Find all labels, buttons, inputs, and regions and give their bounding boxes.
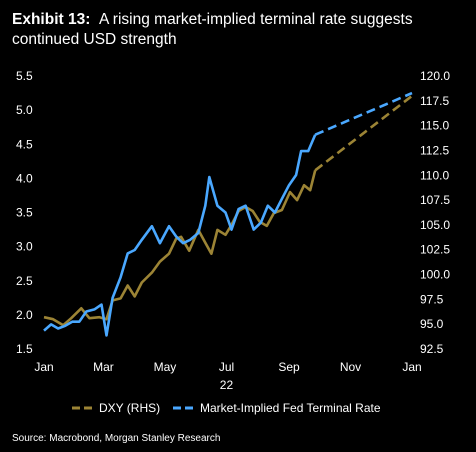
y-left-tick-label: 2.5	[16, 274, 33, 288]
legend-dxy-label: DXY (RHS)	[99, 401, 160, 415]
chart-title: Exhibit 13: A rising market-implied term…	[12, 10, 467, 50]
y-right-tick-label: 115.0	[420, 119, 449, 133]
dxy-series-line	[43, 169, 317, 327]
y-right-tick-label: 100.0	[420, 268, 450, 282]
fed-rate-projection-line	[314, 91, 413, 136]
y-right-tick-label: 92.5	[420, 342, 444, 356]
y-left-tick-label: 2.0	[16, 308, 33, 322]
dxy-projection-line	[314, 94, 413, 172]
y-left-tick-label: 5.0	[16, 103, 33, 117]
y-left-tick-label: 5.5	[16, 69, 33, 83]
y-right-tick-label: 112.5	[420, 143, 449, 157]
y-right-tick-label: 105.0	[420, 218, 450, 232]
x-tick-label: Jan	[34, 360, 53, 374]
y-right-tick-label: 117.5	[420, 94, 449, 108]
fed-rate-series-line	[43, 134, 317, 337]
y-left-tick-label: 3.5	[16, 206, 33, 220]
y-right-tick-label: 110.0	[420, 168, 449, 182]
title-text: A rising market-implied terminal rate su…	[12, 11, 413, 48]
y-left-tick-label: 4.0	[16, 171, 33, 185]
x-tick-label: May	[154, 360, 177, 374]
x-tick-label: Sep	[278, 360, 300, 374]
x-year-label: 22	[220, 378, 234, 392]
x-tick-label: Jul	[219, 360, 234, 374]
y-right-tick-label: 95.0	[420, 317, 444, 331]
y-right-tick-label: 97.5	[420, 292, 444, 306]
y-left-tick-label: 3.0	[16, 240, 33, 254]
y-right-tick-label: 102.5	[420, 243, 450, 257]
y-left-tick-label: 1.5	[16, 342, 33, 356]
y-left-tick-label: 4.5	[16, 137, 33, 151]
exhibit-label: Exhibit 13:	[12, 11, 91, 28]
x-tick-label: Jan	[402, 360, 421, 374]
y-right-tick-label: 120.0	[420, 69, 450, 83]
source-note: Source: Macrobond, Morgan Stanley Resear…	[12, 433, 221, 444]
x-tick-label: Nov	[340, 360, 361, 374]
legend-fed-label: Market-Implied Fed Terminal Rate	[200, 401, 381, 415]
y-right-tick-label: 107.5	[420, 193, 450, 207]
x-tick-label: Mar	[93, 360, 114, 374]
